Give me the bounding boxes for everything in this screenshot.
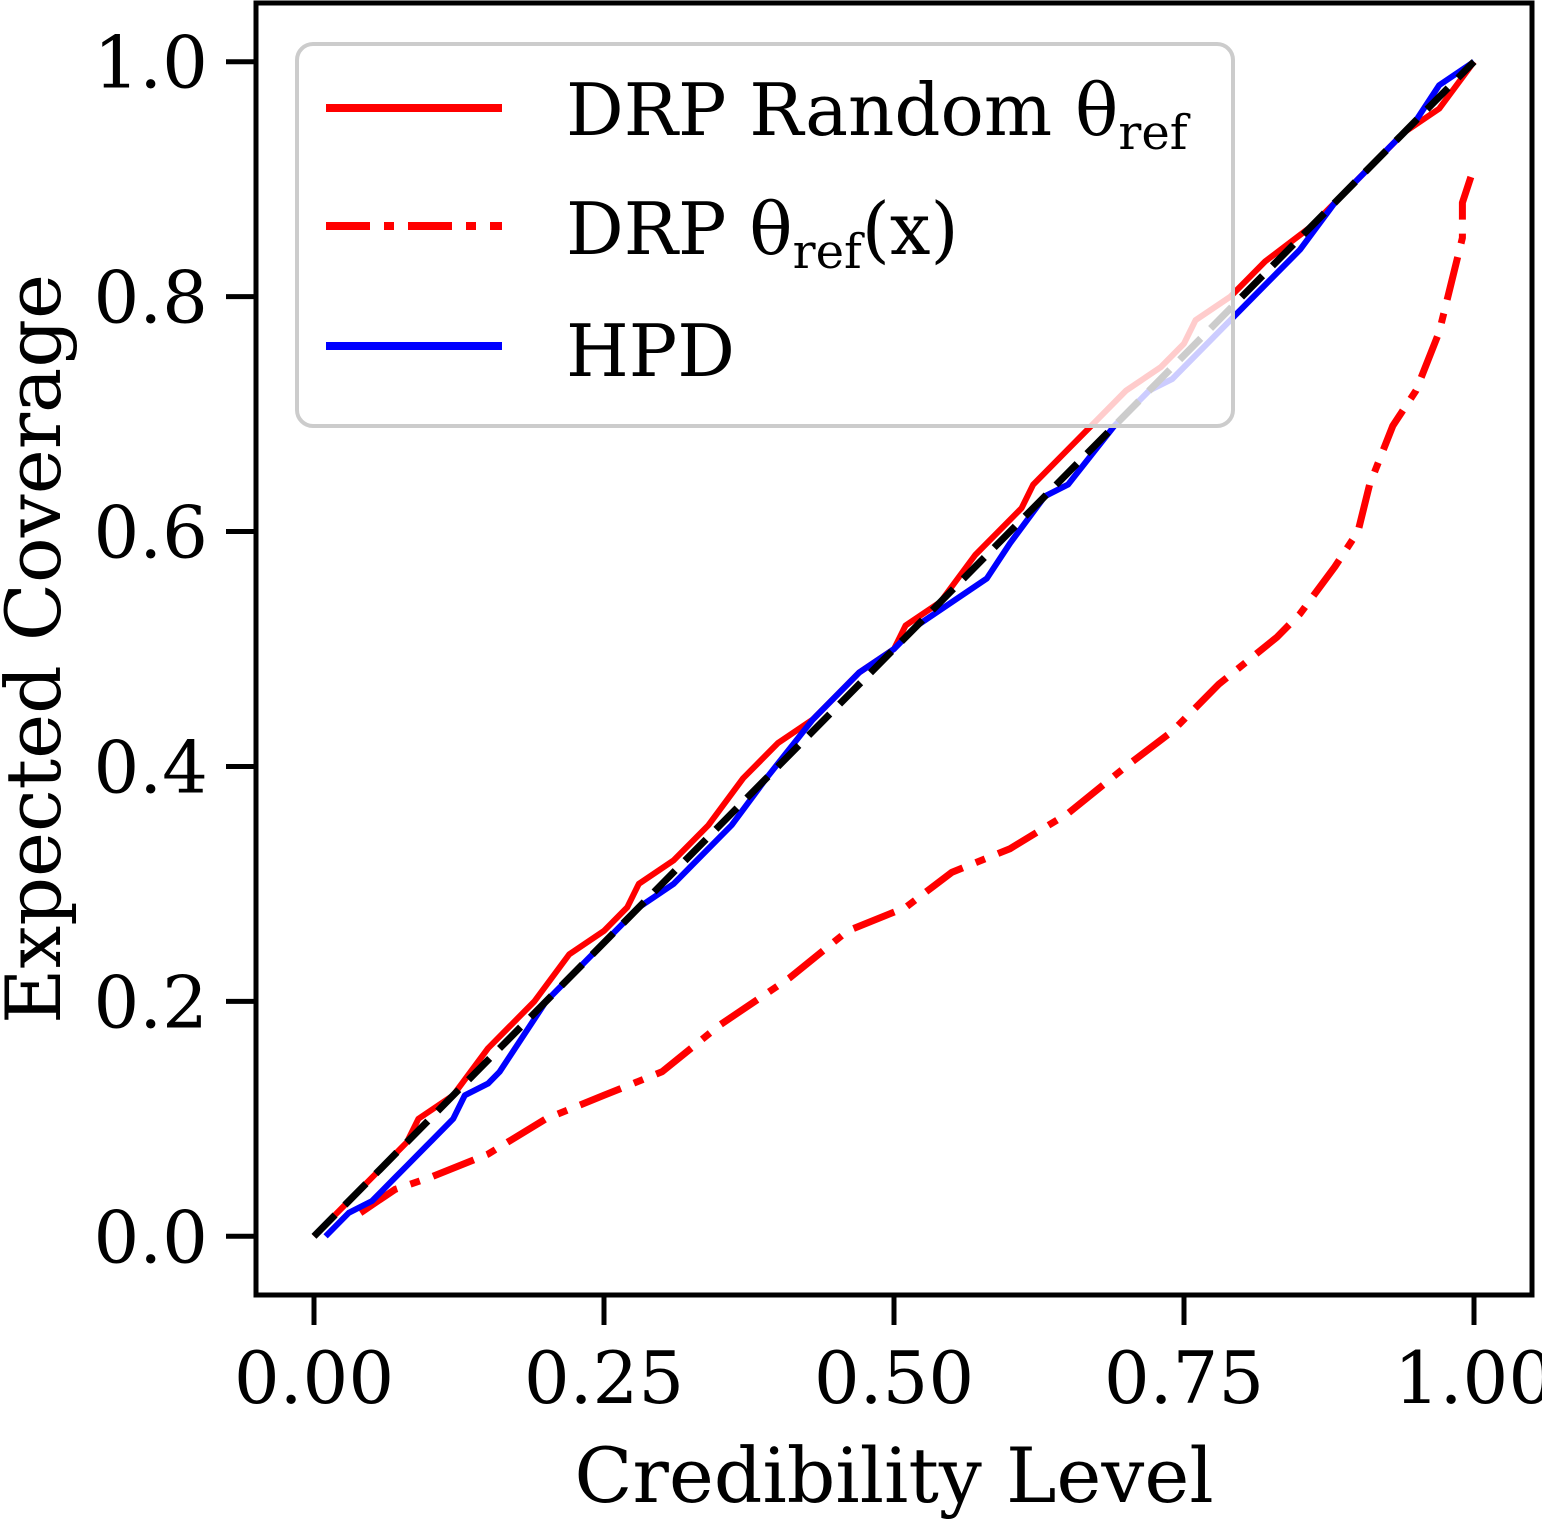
y-tick-label: 0.4 — [93, 725, 208, 809]
legend-box — [295, 42, 1235, 428]
x-tick-label: 0.75 — [1104, 1336, 1264, 1420]
y-tick-label: 0.6 — [93, 491, 208, 575]
y-tick-label: 0.0 — [93, 1195, 208, 1279]
series-line-4 — [311, 59, 1477, 1239]
series-line-2 — [358, 166, 1478, 1216]
series-line-3 — [323, 59, 1476, 1239]
legend: DRP Random θref DRP θref(x) HPD — [295, 42, 1235, 428]
y-axis-label: Expected Coverage — [0, 274, 78, 1024]
legend-entry-drp-theta-x: DRP θref(x) — [566, 187, 959, 280]
y-tick-label: 1.0 — [93, 21, 208, 105]
legend-entry-hpd: HPD — [566, 309, 735, 393]
x-tick-label: 0.50 — [814, 1336, 974, 1420]
x-axis-label: Credibility Level — [574, 1431, 1213, 1520]
x-axis-ticks: 0.00 0.25 0.50 0.75 1.00 — [234, 1295, 1542, 1420]
y-tick-label: 0.8 — [93, 256, 208, 340]
series-line-1 — [311, 59, 1477, 1239]
x-tick-label: 0.25 — [524, 1336, 684, 1420]
x-tick-label: 1.00 — [1394, 1336, 1542, 1420]
y-tick-label: 0.2 — [93, 960, 208, 1044]
y-axis-ticks: 0.0 0.2 0.4 0.6 0.8 1.0 — [93, 21, 256, 1279]
legend-entry-drp-random: DRP Random θref — [566, 68, 1191, 161]
x-tick-label: 0.00 — [234, 1336, 394, 1420]
plot-lines — [311, 59, 1478, 1239]
